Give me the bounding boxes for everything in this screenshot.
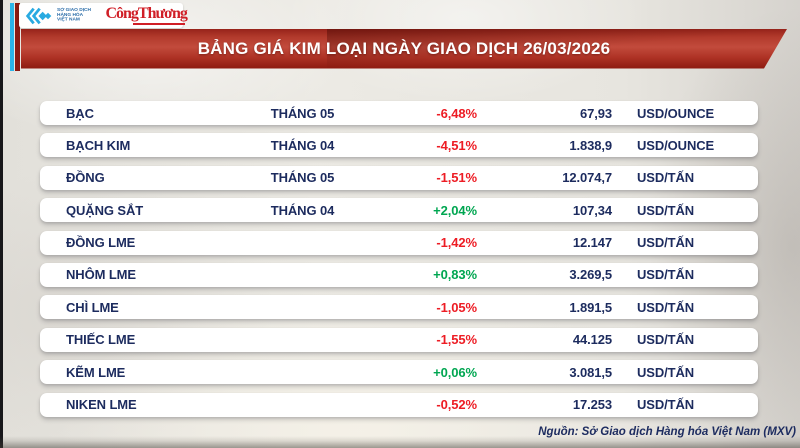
table-row: THIẾC LME -1,55% 44.125 USD/TẤN (40, 327, 758, 352)
cell-contract-month: THÁNG 05 (270, 170, 335, 186)
title-banner: BẢNG GIÁ KIM LOẠI NGÀY GIAO DỊCH 26/03/2… (21, 29, 787, 69)
cell-price: 1.891,5 (569, 299, 612, 315)
table-row: KẼM LME +0,06% 3.081,5 USD/TẤN (40, 360, 758, 385)
cell-metal-name: BẠCH KIM (66, 137, 131, 153)
cell-unit: USD/OUNCE (637, 137, 715, 153)
cell-unit: USD/TẤN (637, 267, 695, 283)
table-row: NHÔM LME +0,83% 3.269,5 USD/TẤN (40, 262, 758, 287)
cell-contract-month: THÁNG 04 (270, 202, 335, 218)
congthuong-masthead: CôngThương (105, 5, 188, 25)
cell-change-percent: -1,51% (436, 170, 477, 186)
mxv-text-line3: VIỆT NAM (57, 17, 80, 23)
left-edge-bar (0, 0, 3, 448)
cell-metal-name: CHÌ LME (66, 299, 119, 315)
cell-metal-name: KẼM LME (66, 364, 126, 380)
cell-price: 12.074,7 (562, 170, 612, 186)
cell-metal-name: NIKEN LME (66, 397, 137, 413)
cell-unit: USD/TẤN (637, 397, 695, 413)
cell-price: 1.838,9 (569, 137, 612, 153)
table-row: ĐỒNG LME -1,42% 12.147 USD/TẤN (40, 230, 758, 255)
mxv-logo-text: SỞ GIAO DỊCH HÀNG HÓA VIỆT NAM (57, 8, 91, 23)
bottom-shade (0, 436, 800, 448)
mxv-text-line1: SỞ GIAO DỊCH (57, 8, 91, 13)
mxv-logo-icon (25, 7, 52, 24)
cell-change-percent: -6,48% (436, 105, 477, 121)
table-row: NIKEN LME -0,52% 17.253 USD/TẤN (40, 392, 758, 417)
cell-price: 44.125 (572, 332, 612, 348)
cell-price: 3.269,5 (569, 267, 612, 283)
cell-metal-name: THIẾC LME (66, 332, 136, 348)
cell-change-percent: -1,42% (436, 235, 477, 251)
mxv-text-line2: HÀNG HÓA (57, 13, 84, 18)
page-title: BẢNG GIÁ KIM LOẠI NGÀY GIAO DỊCH 26/03/2… (197, 38, 611, 58)
cell-unit: USD/TẤN (637, 364, 695, 380)
cell-change-percent: -0,52% (436, 397, 477, 413)
cell-price: 12.147 (572, 235, 612, 251)
cell-price: 17.253 (572, 397, 612, 413)
cell-contract-month: THÁNG 04 (270, 137, 335, 153)
cell-metal-name: QUẶNG SẮT (66, 202, 144, 218)
table-row: BẠC THÁNG 05 -6,48% 67,93 USD/OUNCE (40, 101, 758, 125)
price-table: BẠC THÁNG 05 -6,48% 67,93 USD/OUNCE BẠCH… (40, 101, 758, 425)
cell-price: 107,34 (572, 202, 612, 218)
logo-box: SỞ GIAO DỊCH HÀNG HÓA VIỆT NAM CôngThươn… (19, 3, 188, 28)
table-row: QUẶNG SẮT THÁNG 04 +2,04% 107,34 USD/TẤN (40, 198, 758, 223)
cell-unit: USD/TẤN (637, 170, 695, 186)
cell-metal-name: BẠC (66, 105, 94, 121)
cell-metal-name: ĐỒNG (66, 170, 105, 186)
cell-contract-month: THÁNG 05 (270, 105, 335, 121)
masthead-tagline-rule (132, 23, 185, 25)
accent-stripe-maroon (15, 3, 20, 71)
congthuong-masthead-text: CôngThương (105, 5, 187, 22)
cell-change-percent: +0,83% (433, 267, 477, 283)
cell-change-percent: +2,04% (433, 202, 477, 218)
cell-unit: USD/TẤN (637, 299, 695, 315)
accent-stripe-cyan (10, 3, 14, 71)
source-note: Nguồn: Sở Giao dịch Hàng hóa Việt Nam (M… (538, 426, 796, 438)
cell-change-percent: -1,05% (436, 299, 477, 315)
table-row: BẠCH KIM THÁNG 04 -4,51% 1.838,9 USD/OUN… (40, 133, 758, 158)
cell-unit: USD/TẤN (637, 235, 695, 251)
cell-change-percent: -1,55% (436, 332, 477, 348)
cell-change-percent: -4,51% (436, 137, 477, 153)
cell-price: 67,93 (579, 105, 612, 121)
cell-metal-name: NHÔM LME (66, 267, 136, 283)
table-row: CHÌ LME -1,05% 1.891,5 USD/TẤN (40, 295, 758, 320)
cell-metal-name: ĐỒNG LME (66, 235, 136, 251)
cell-unit: USD/TẤN (637, 332, 695, 348)
cell-unit: USD/OUNCE (637, 105, 715, 121)
cell-change-percent: +0,06% (433, 364, 477, 380)
cell-price: 3.081,5 (569, 364, 612, 380)
table-row: ĐỒNG THÁNG 05 -1,51% 12.074,7 USD/TẤN (40, 165, 758, 190)
cell-unit: USD/TẤN (637, 202, 695, 218)
